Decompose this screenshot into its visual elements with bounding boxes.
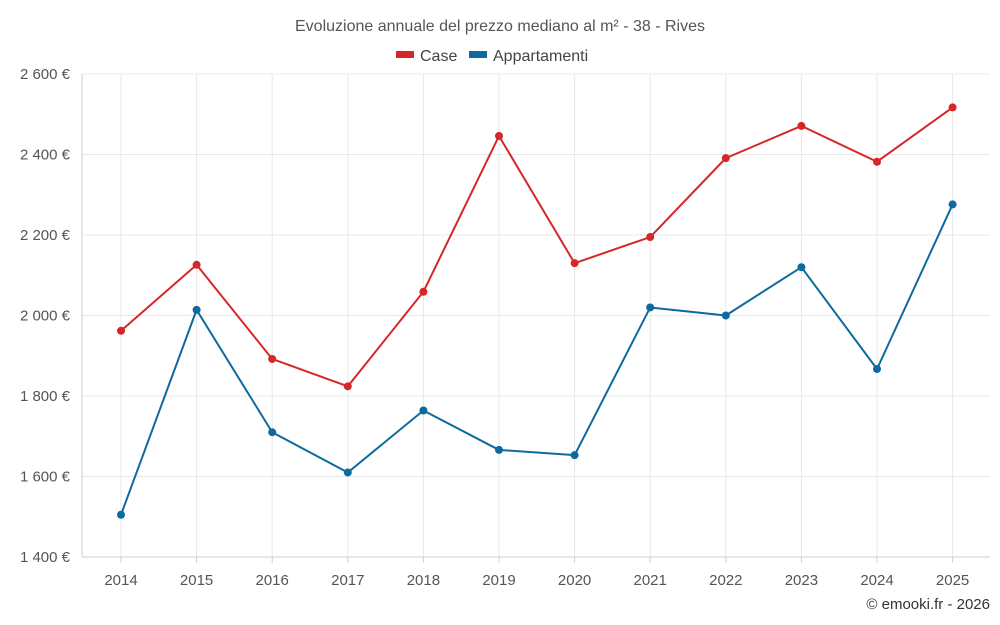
y-tick-label: 2 600 € [20,66,71,83]
series-line-case [120,106,954,388]
x-tick-label: 2022 [709,572,742,589]
y-tick-label: 1 400 € [20,549,71,566]
data-point-appartamenti[interactable] [192,305,201,314]
data-point-appartamenti[interactable] [419,406,428,415]
data-point-case[interactable] [721,154,730,163]
y-tick-label: 1 800 € [20,388,71,405]
x-tick-label: 2017 [331,572,364,589]
data-point-appartamenti[interactable] [797,263,806,272]
credit-text: © emooki.fr - 2026 [866,596,990,613]
data-point-appartamenti[interactable] [721,311,730,320]
data-point-appartamenti[interactable] [948,200,957,209]
data-point-appartamenti[interactable] [646,303,655,312]
x-tick-label: 2015 [180,572,213,589]
chart-title: Evoluzione annuale del prezzo mediano al… [295,18,705,35]
axes: 1 400 € 1 600 € 1 800 € 2 000 € 2 200 € 2 400… [20,66,990,589]
data-point-case[interactable] [570,259,579,268]
legend-label-case[interactable]: Case [420,48,457,65]
data-point-appartamenti[interactable] [268,428,277,437]
x-tick-label: 2020 [558,572,591,589]
legend-label-appartamenti[interactable]: Appartamenti [493,48,588,65]
data-point-case[interactable] [192,260,201,269]
data-point-appartamenti[interactable] [495,445,503,454]
x-tick-label: 2018 [407,572,440,589]
data-point-appartamenti[interactable] [343,468,352,477]
data-point-appartamenti[interactable] [873,365,881,374]
data-point-case[interactable] [268,354,277,363]
data-point-case[interactable] [343,382,352,391]
data-point-case[interactable] [948,103,957,112]
data-point-case[interactable] [495,131,503,140]
y-tick-label: 2 200 € [20,227,71,244]
grid-lines [82,73,990,558]
data-point-case[interactable] [646,233,655,242]
y-tick-label: 1 600 € [20,469,71,486]
data-point-case[interactable] [797,121,806,130]
data-point-appartamenti[interactable] [117,510,125,519]
x-tick-label: 2019 [482,572,515,589]
data-point-case[interactable] [419,287,428,296]
y-tick-label: 2 000 € [20,308,71,325]
data-point-appartamenti[interactable] [570,451,579,460]
x-tick-label: 2025 [936,572,969,589]
series-line-appartamenti [120,203,954,516]
series-layer [117,103,957,519]
legend-swatch-case [396,51,414,58]
x-tick-label: 2014 [104,572,137,589]
x-tick-label: 2016 [256,572,289,589]
x-tick-label: 2021 [634,572,667,589]
y-tick-label: 2 400 € [20,147,71,164]
legend-swatch-appartamenti [469,51,487,58]
x-tick-label: 2024 [860,572,893,589]
legend: Case Appartamenti [396,48,588,65]
data-point-case[interactable] [873,157,881,166]
x-tick-label: 2023 [785,572,818,589]
data-point-case[interactable] [117,326,125,335]
